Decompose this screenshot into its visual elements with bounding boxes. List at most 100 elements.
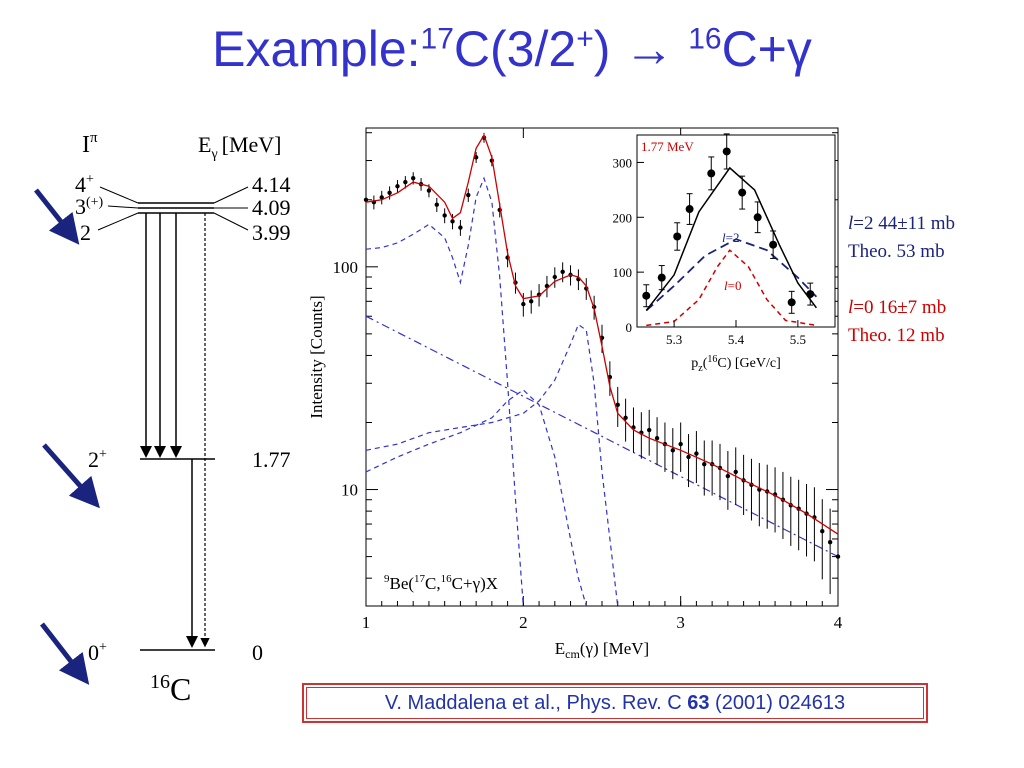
result-l0: l=0 16±7 mb	[848, 297, 947, 318]
data-point	[670, 448, 675, 453]
data-point	[403, 179, 408, 185]
level-energy-0: 0	[252, 640, 263, 665]
data-point	[599, 335, 605, 341]
data-point	[505, 255, 510, 260]
data-point	[717, 465, 723, 471]
y-tick-label: 10	[341, 481, 358, 500]
inset-x-axis-label: pz(16C) [GeV/c]	[691, 354, 781, 374]
data-point	[418, 181, 424, 187]
component-curve-high	[365, 323, 619, 607]
data-point	[812, 515, 817, 520]
pointer-arrow-icon	[34, 188, 80, 245]
result-l2-theo: Theo. 53 mb	[848, 241, 945, 262]
inset-component-l0	[646, 249, 817, 327]
inset-x-tick-label: 5.4	[728, 332, 745, 347]
data-point	[662, 441, 668, 447]
data-point	[639, 430, 644, 435]
data-point	[615, 402, 620, 408]
data-point	[442, 213, 447, 218]
inset-title: 1.77 MeV	[641, 139, 694, 154]
data-point	[379, 195, 384, 200]
plot-frame	[365, 127, 839, 607]
data-point	[820, 529, 825, 534]
level-spin-2plus: 2+	[88, 447, 107, 472]
data-point	[584, 286, 589, 291]
inset-y-tick-label: 300	[613, 155, 633, 170]
data-point	[576, 276, 581, 282]
fit-total-curve	[365, 133, 839, 535]
inset-frame	[636, 134, 836, 328]
data-point	[804, 511, 809, 516]
level-spin-3plus: 3(+)	[75, 194, 104, 219]
data-point	[694, 451, 699, 456]
data-point	[607, 374, 613, 380]
reaction-annotation: 9Be(17C,16C+γ)X	[384, 573, 498, 593]
data-point	[796, 506, 801, 511]
data-point	[709, 461, 715, 467]
x-axis-label: Ecm(γ) [MeV]	[555, 639, 649, 661]
data-point	[458, 225, 463, 230]
data-point	[725, 473, 731, 479]
data-point	[591, 304, 597, 310]
data-point	[702, 461, 707, 467]
level-energy-177: 1.77	[252, 447, 291, 472]
inset-data-point	[806, 290, 815, 299]
inset-y-tick-label: 0	[626, 320, 633, 335]
level-energy-399: 3.99	[252, 220, 291, 245]
inset-label-l2: l=2	[722, 230, 739, 245]
data-point	[411, 175, 416, 181]
level-spin-4plus: 4+	[75, 172, 94, 197]
data-point	[473, 155, 479, 160]
data-point	[568, 272, 573, 278]
x-tick-label: 2	[519, 613, 528, 632]
inset-data-point	[769, 240, 778, 249]
level-spin-2: 2	[80, 220, 91, 245]
data-point	[497, 207, 502, 213]
inset-data-point	[787, 298, 796, 307]
component-curve-low	[365, 176, 524, 607]
inset-x-tick-label: 5.3	[666, 332, 682, 347]
inset-data-point	[707, 169, 716, 178]
data-point	[757, 487, 762, 492]
inset-x-tick-label: 5.5	[790, 332, 806, 347]
data-point	[513, 280, 518, 285]
page-title: Example:17C(3/2+) → 16C+γ	[212, 21, 812, 77]
data-point	[395, 184, 400, 189]
data-point	[765, 489, 770, 494]
y-tick-label: 100	[333, 258, 359, 277]
inset-data-point	[642, 291, 651, 300]
data-point	[560, 269, 565, 274]
x-tick-label: 3	[676, 613, 685, 632]
pointer-arrow-icon	[42, 443, 100, 509]
data-point	[521, 301, 526, 307]
level-energy-414: 4.14	[252, 172, 291, 197]
data-point	[631, 425, 636, 430]
nucleus-label: 16C	[150, 671, 191, 707]
level-energy-409: 4.09	[252, 195, 291, 220]
data-point	[788, 503, 793, 508]
component-curve-mid	[365, 389, 587, 607]
background-curve	[365, 315, 839, 558]
x-tick-label: 1	[362, 613, 371, 632]
data-point	[450, 219, 455, 224]
data-point	[544, 283, 550, 289]
inset-label-l0: l=0	[724, 278, 741, 293]
level-spin-0plus: 0+	[88, 640, 107, 665]
result-l0-theo: Theo. 12 mb	[848, 325, 945, 346]
data-point	[489, 158, 495, 163]
data-point	[741, 478, 746, 483]
data-point	[772, 492, 778, 497]
data-point	[780, 497, 786, 502]
inset-data-point	[657, 273, 666, 282]
inset-data-point	[685, 205, 694, 214]
data-point	[647, 427, 652, 433]
data-point	[387, 190, 392, 195]
citation-box: V. Maddalena et al., Phys. Rev. C 63 (20…	[302, 683, 928, 723]
data-point	[827, 540, 833, 545]
data-point	[749, 482, 754, 488]
data-point	[426, 188, 432, 193]
inset-data-point	[722, 147, 731, 156]
energy-header: Eγ [MeV]	[198, 132, 282, 162]
data-point	[552, 274, 557, 280]
data-point	[536, 292, 542, 297]
